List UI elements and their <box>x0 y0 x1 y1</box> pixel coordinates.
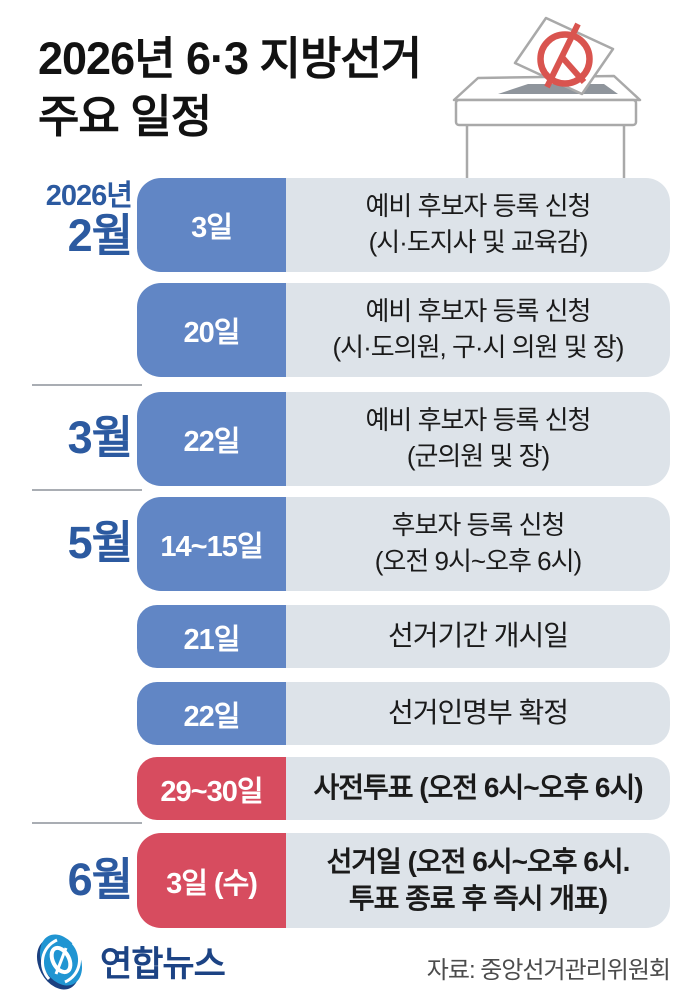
schedule-row: 3일 예비 후보자 등록 신청 (시·도지사 및 교육감) <box>137 178 670 272</box>
date-label: 3일 <box>191 212 233 244</box>
date-label: 3일 (수) <box>166 867 258 900</box>
month-label-mar: 3월 <box>18 412 133 463</box>
desc-line1: 예비 후보자 등록 신청 <box>365 405 592 436</box>
yonhap-news-logo: 연합뉴스 <box>30 930 226 992</box>
schedule-row: 21일 선거기간 개시일 <box>137 605 670 668</box>
month-name: 6월 <box>67 854 133 905</box>
desc-line1: 선거인명부 확정 <box>387 697 569 729</box>
event-description: 선거인명부 확정 <box>286 682 670 745</box>
event-description: 예비 후보자 등록 신청 (시·도지사 및 교육감) <box>286 178 670 272</box>
month-label-may: 5월 <box>18 517 133 568</box>
date-badge: 21일 <box>137 605 286 668</box>
voting-stamp-icon <box>537 22 593 89</box>
desc-line1: 예비 후보자 등록 신청 <box>365 296 592 327</box>
desc-line1: 예비 후보자 등록 신청 <box>365 191 592 222</box>
event-description: 선거일 (오전 6시~오후 6시. 투표 종료 후 즉시 개표) <box>286 833 670 928</box>
page-title: 2026년 6·3 지방선거 주요 일정 <box>38 30 468 145</box>
month-name: 5월 <box>67 517 133 568</box>
divider <box>32 384 142 386</box>
schedule-row: 29~30일 사전투표 (오전 6시~오후 6시) <box>137 757 670 820</box>
desc-line2: (시·도의원, 구·시 의원 및 장) <box>332 332 625 362</box>
schedule-row: 14~15일 후보자 등록 신청 (오전 9시~오후 6시) <box>137 497 670 591</box>
desc-line2: (오전 9시~오후 6시) <box>374 546 582 576</box>
yonhap-logo-icon <box>36 934 83 990</box>
event-description: 예비 후보자 등록 신청 (군의원 및 장) <box>286 392 670 486</box>
desc-line1: 선거기간 개시일 <box>387 620 569 652</box>
date-label: 20일 <box>183 317 241 349</box>
schedule-row: 22일 예비 후보자 등록 신청 (군의원 및 장) <box>137 392 670 486</box>
schedule-row: 22일 선거인명부 확정 <box>137 682 670 745</box>
month-label-feb: 2026년 2월 <box>18 180 133 261</box>
date-label: 29~30일 <box>160 775 263 808</box>
date-label: 14~15일 <box>160 531 263 563</box>
event-description: 예비 후보자 등록 신청 (시·도의원, 구·시 의원 및 장) <box>286 283 670 377</box>
desc-line1: 후보자 등록 신청 <box>391 510 566 541</box>
desc-line1: 사전투표 (오전 6시~오후 6시) <box>313 772 643 804</box>
event-description: 선거기간 개시일 <box>286 605 670 668</box>
date-badge: 20일 <box>137 283 286 377</box>
date-badge: 3일 (수) <box>137 833 286 928</box>
date-label: 22일 <box>183 700 241 733</box>
date-badge: 3일 <box>137 178 286 272</box>
source-credit: 자료: 중앙선거관리위원회 <box>426 957 671 984</box>
date-label: 22일 <box>183 426 241 458</box>
month-name: 3월 <box>67 412 133 463</box>
month-year: 2026년 <box>45 180 133 212</box>
date-badge: 14~15일 <box>137 497 286 591</box>
ballot-box-icon <box>452 16 642 180</box>
title-line1: 2026년 6·3 지방선거 <box>38 33 422 84</box>
event-description: 사전투표 (오전 6시~오후 6시) <box>286 757 670 820</box>
month-name: 2월 <box>67 210 133 261</box>
schedule-row: 3일 (수) 선거일 (오전 6시~오후 6시. 투표 종료 후 즉시 개표) <box>137 833 670 928</box>
title-line2: 주요 일정 <box>38 90 212 142</box>
desc-line2: (시·도지사 및 교육감) <box>368 227 589 257</box>
schedule-row: 20일 예비 후보자 등록 신청 (시·도의원, 구·시 의원 및 장) <box>137 283 670 377</box>
event-description: 후보자 등록 신청 (오전 9시~오후 6시) <box>286 497 670 591</box>
logo-text: 연합뉴스 <box>100 944 226 984</box>
date-badge: 22일 <box>137 682 286 745</box>
date-label: 21일 <box>183 623 241 656</box>
desc-line1: 선거일 (오전 6시~오후 6시. <box>326 845 631 877</box>
date-badge: 22일 <box>137 392 286 486</box>
month-label-jun: 6월 <box>18 854 133 905</box>
date-badge: 29~30일 <box>137 757 286 820</box>
desc-line2: 투표 종료 후 즉시 개표) <box>348 882 608 914</box>
divider <box>32 822 142 824</box>
desc-line2: (군의원 및 장) <box>406 441 550 471</box>
divider <box>32 489 142 491</box>
